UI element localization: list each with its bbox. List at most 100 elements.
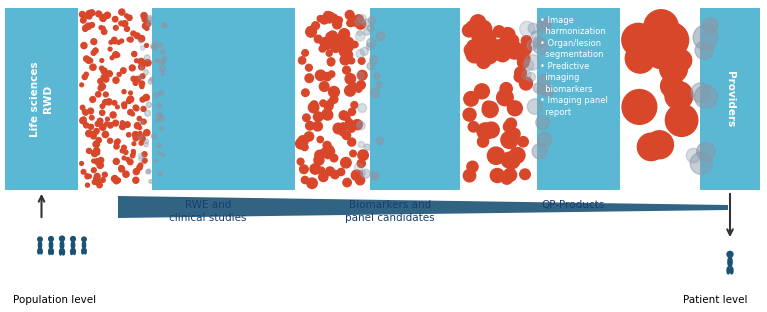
Circle shape <box>146 169 151 173</box>
Circle shape <box>83 27 87 32</box>
Circle shape <box>526 72 535 81</box>
Circle shape <box>128 110 133 115</box>
Circle shape <box>653 22 689 58</box>
Circle shape <box>503 152 520 169</box>
Circle shape <box>120 121 124 125</box>
Circle shape <box>328 31 337 41</box>
Circle shape <box>304 132 314 141</box>
Circle shape <box>127 133 131 137</box>
Circle shape <box>495 46 510 62</box>
Circle shape <box>134 33 140 39</box>
Circle shape <box>145 110 150 116</box>
Circle shape <box>156 60 160 63</box>
Circle shape <box>133 135 139 141</box>
Circle shape <box>135 76 140 82</box>
Circle shape <box>134 123 140 129</box>
Bar <box>620 8 700 190</box>
Circle shape <box>127 96 133 102</box>
Circle shape <box>344 50 353 59</box>
Circle shape <box>694 85 717 108</box>
Circle shape <box>114 144 119 149</box>
Circle shape <box>90 22 94 27</box>
Circle shape <box>500 27 515 42</box>
Circle shape <box>344 85 356 96</box>
Circle shape <box>478 136 489 147</box>
Circle shape <box>94 158 100 165</box>
Bar <box>295 8 370 190</box>
Circle shape <box>477 123 494 140</box>
Circle shape <box>71 236 75 241</box>
Circle shape <box>347 138 356 146</box>
Circle shape <box>115 141 119 145</box>
Circle shape <box>131 112 134 116</box>
Ellipse shape <box>38 241 41 249</box>
Circle shape <box>321 109 332 119</box>
Circle shape <box>150 44 154 48</box>
Circle shape <box>159 90 163 95</box>
Ellipse shape <box>74 249 75 255</box>
Circle shape <box>81 42 87 49</box>
Circle shape <box>470 15 486 30</box>
Circle shape <box>103 100 108 105</box>
Circle shape <box>104 12 110 18</box>
Circle shape <box>372 173 377 178</box>
Circle shape <box>340 129 346 136</box>
Circle shape <box>540 18 551 30</box>
Circle shape <box>349 16 359 26</box>
Circle shape <box>324 102 333 110</box>
Circle shape <box>660 55 687 83</box>
Circle shape <box>666 104 698 136</box>
Circle shape <box>506 42 523 59</box>
Bar <box>5 8 760 190</box>
Circle shape <box>528 23 538 33</box>
Circle shape <box>143 158 147 163</box>
Circle shape <box>89 10 95 16</box>
Circle shape <box>320 100 327 106</box>
Circle shape <box>100 104 104 108</box>
Circle shape <box>466 45 484 63</box>
Circle shape <box>301 89 309 96</box>
Circle shape <box>94 173 100 179</box>
Circle shape <box>494 39 509 54</box>
Circle shape <box>157 103 162 108</box>
Circle shape <box>370 172 379 180</box>
Circle shape <box>302 50 308 56</box>
Circle shape <box>133 105 138 110</box>
Circle shape <box>80 83 84 87</box>
Circle shape <box>153 42 158 47</box>
Circle shape <box>343 178 351 187</box>
Circle shape <box>127 37 131 41</box>
Circle shape <box>695 41 713 59</box>
Circle shape <box>355 17 363 25</box>
Circle shape <box>538 133 551 147</box>
Circle shape <box>97 162 104 168</box>
Circle shape <box>96 92 101 97</box>
Circle shape <box>348 58 354 64</box>
Circle shape <box>693 25 718 50</box>
Circle shape <box>503 168 517 182</box>
Circle shape <box>138 132 142 135</box>
Circle shape <box>110 112 116 118</box>
Circle shape <box>327 38 333 44</box>
Circle shape <box>340 55 350 65</box>
Circle shape <box>319 46 326 52</box>
Circle shape <box>518 57 529 68</box>
Circle shape <box>97 182 102 188</box>
Circle shape <box>502 152 517 168</box>
Circle shape <box>370 56 378 64</box>
Circle shape <box>320 15 329 24</box>
Circle shape <box>91 168 96 173</box>
Circle shape <box>113 120 119 126</box>
Circle shape <box>472 32 482 42</box>
Circle shape <box>367 62 374 70</box>
Circle shape <box>352 119 362 130</box>
Circle shape <box>474 84 489 99</box>
Circle shape <box>139 64 145 70</box>
Circle shape <box>92 180 97 184</box>
Circle shape <box>154 59 158 62</box>
Ellipse shape <box>82 241 86 249</box>
Circle shape <box>334 37 344 47</box>
Circle shape <box>324 12 335 23</box>
Circle shape <box>120 39 123 43</box>
Circle shape <box>303 114 310 121</box>
